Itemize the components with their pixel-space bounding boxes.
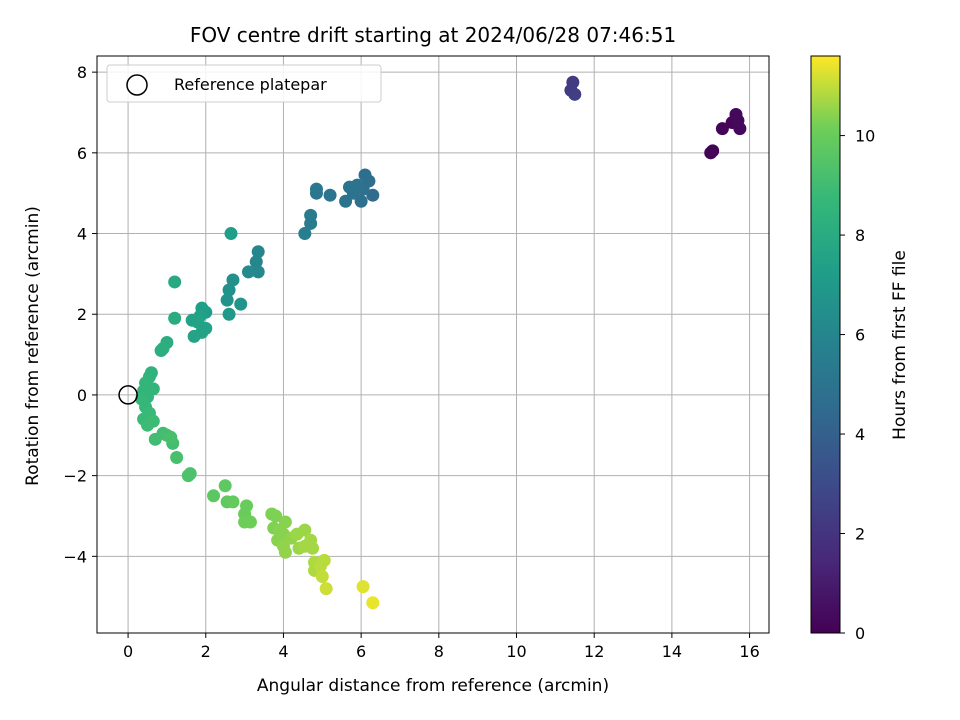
data-point [222, 307, 236, 321]
data-point [249, 255, 263, 269]
colorbar-tick-label: 8 [855, 226, 865, 245]
data-point [164, 430, 178, 444]
colorbar-tick-label: 0 [855, 624, 865, 643]
colorbar-tick-label: 6 [855, 326, 865, 345]
data-point [224, 227, 238, 241]
data-point [185, 313, 199, 327]
data-point [278, 515, 292, 529]
data-point [298, 523, 312, 537]
data-point [354, 194, 368, 208]
x-tick-label: 4 [278, 642, 288, 661]
x-tick-label: 12 [584, 642, 604, 661]
data-point [319, 582, 333, 596]
data-point [218, 479, 232, 493]
x-tick-label: 8 [434, 642, 444, 661]
data-point [568, 87, 582, 101]
data-point [241, 265, 255, 279]
data-point [251, 265, 265, 279]
legend: Reference platepar [106, 64, 382, 103]
x-tick-label: 10 [506, 642, 526, 661]
data-point [366, 188, 380, 202]
y-tick-label: 2 [77, 305, 87, 324]
data-point [733, 122, 747, 136]
data-point [222, 283, 236, 297]
axes-layer: 0 2 4 6 8 10 12 14 16 −4 −2 0 2 4 6 8 [63, 55, 770, 661]
data-point [356, 580, 370, 594]
data-point [566, 75, 580, 89]
data-point [170, 450, 184, 464]
data-point [366, 596, 380, 610]
x-tick-label: 0 [123, 642, 133, 661]
x-tick-label: 16 [739, 642, 759, 661]
grid-layer [97, 56, 769, 633]
colorbar-tick-label: 2 [855, 525, 865, 544]
data-point [304, 216, 318, 230]
data-point [317, 553, 331, 567]
data-point [706, 144, 720, 158]
data-point [234, 297, 248, 311]
data-point [183, 467, 197, 481]
x-tick-label: 6 [356, 642, 366, 661]
y-tick-label: −2 [63, 467, 87, 486]
data-point [168, 275, 182, 289]
data-point [269, 509, 283, 523]
colorbar-gradient [810, 55, 841, 634]
data-point [243, 515, 257, 529]
chart-title: FOV centre drift starting at 2024/06/28 … [190, 23, 676, 47]
colorbar-label: Hours from first FF file [890, 250, 910, 440]
data-point [315, 570, 329, 584]
plot-frame [96, 55, 770, 634]
legend-marker-reference [126, 74, 148, 96]
data-point [342, 180, 356, 194]
data-point [309, 186, 323, 200]
x-tick-label: 14 [662, 642, 682, 661]
data-point [251, 245, 265, 259]
y-tick-label: 8 [77, 63, 87, 82]
x-tick-label: 2 [201, 642, 211, 661]
x-axis-label: Angular distance from reference (arcmin) [257, 676, 609, 696]
y-tick-label: 4 [77, 225, 87, 244]
data-point [358, 168, 372, 182]
data-point [339, 194, 353, 208]
data-point [298, 227, 312, 241]
data-point [146, 414, 160, 428]
colorbar: 0 2 4 6 8 10 [810, 55, 875, 643]
data-point [207, 489, 221, 503]
data-point [278, 545, 292, 559]
data-point [154, 344, 168, 358]
data-point [323, 188, 337, 202]
colorbar-tick-label: 4 [855, 425, 865, 444]
data-point [306, 541, 320, 555]
data-point [187, 329, 201, 343]
reference-platepar-marker [118, 385, 138, 405]
points-layer [118, 75, 747, 610]
data-point [220, 293, 234, 307]
colorbar-tick-label: 10 [855, 127, 875, 146]
data-point [226, 495, 240, 509]
data-point [715, 122, 729, 136]
legend-box [106, 64, 382, 103]
legend-label-reference: Reference platepar [174, 75, 327, 94]
data-point [168, 311, 182, 325]
y-axis-label: Rotation from reference (arcmin) [23, 206, 43, 486]
data-point [226, 273, 240, 287]
y-tick-label: 6 [77, 144, 87, 163]
y-tick-label: −4 [63, 547, 87, 566]
y-tick-label: 0 [77, 386, 87, 405]
